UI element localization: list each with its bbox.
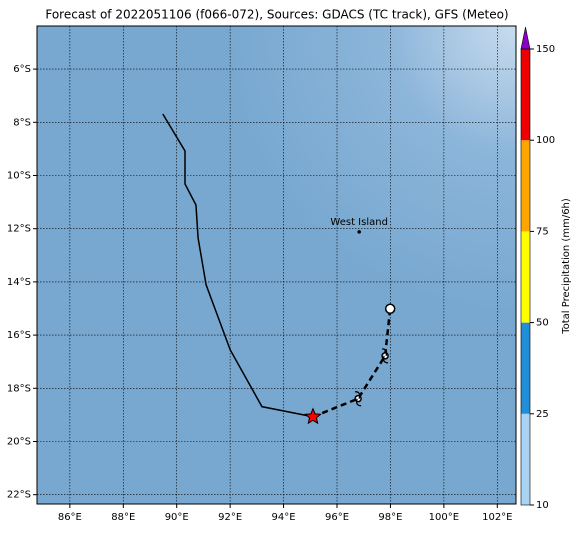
colorbar-band (521, 140, 530, 232)
storm-symbol-arms (382, 348, 389, 364)
y-tick-label: 16°S (7, 330, 31, 341)
storm-symbol (354, 394, 362, 403)
x-tick-label: 102°E (482, 512, 512, 523)
colorbar-tick-label: 100 (536, 135, 555, 146)
storm-symbol-arms (355, 391, 362, 407)
x-tick-label: 92°E (218, 512, 242, 523)
x-tick-label: 86°E (58, 512, 82, 523)
sea-background (37, 26, 516, 504)
colorbar-band (521, 231, 530, 323)
colorbar-label: Total Precipitation (mm/6h) (561, 198, 572, 335)
map-title: Forecast of 2022051106 (f066-072), Sourc… (45, 8, 508, 22)
colorbar-tick-label: 50 (536, 318, 549, 329)
y-tick-label: 20°S (7, 436, 31, 447)
y-tick-label: 6°S (13, 64, 31, 75)
colorbar-frame (520, 48, 531, 506)
past-track (162, 113, 314, 418)
x-tick-label: 88°E (111, 512, 135, 523)
colorbar-band (521, 413, 530, 505)
colorbar-tick-label: 10 (536, 500, 549, 511)
colorbar-tick-label: 75 (536, 226, 549, 237)
colorbar-tick-label: 25 (536, 409, 549, 420)
x-tick-label: 90°E (165, 512, 189, 523)
x-tick-label: 98°E (378, 512, 402, 523)
x-tick-label: 100°E (429, 512, 459, 523)
y-tick-label: 18°S (7, 383, 31, 394)
forecast-position (384, 303, 396, 315)
place-marker (357, 230, 361, 234)
y-tick-label: 8°S (13, 117, 31, 128)
storm-symbol (381, 352, 389, 360)
colorbar-band (521, 322, 530, 414)
x-tick-label: 94°E (272, 512, 296, 523)
current-position (304, 407, 322, 425)
colorbar-band (521, 49, 530, 141)
place-label: West Island (330, 217, 388, 228)
y-tick-label: 10°S (7, 170, 31, 181)
y-tick-label: 14°S (7, 277, 31, 288)
x-tick-label: 96°E (325, 512, 349, 523)
y-tick-label: 12°S (7, 224, 31, 235)
map-frame (36, 25, 517, 505)
colorbar-extension (520, 26, 531, 50)
forecast-track (312, 308, 392, 418)
colorbar-tick-label: 150 (536, 44, 555, 55)
y-tick-label: 22°S (7, 490, 31, 501)
